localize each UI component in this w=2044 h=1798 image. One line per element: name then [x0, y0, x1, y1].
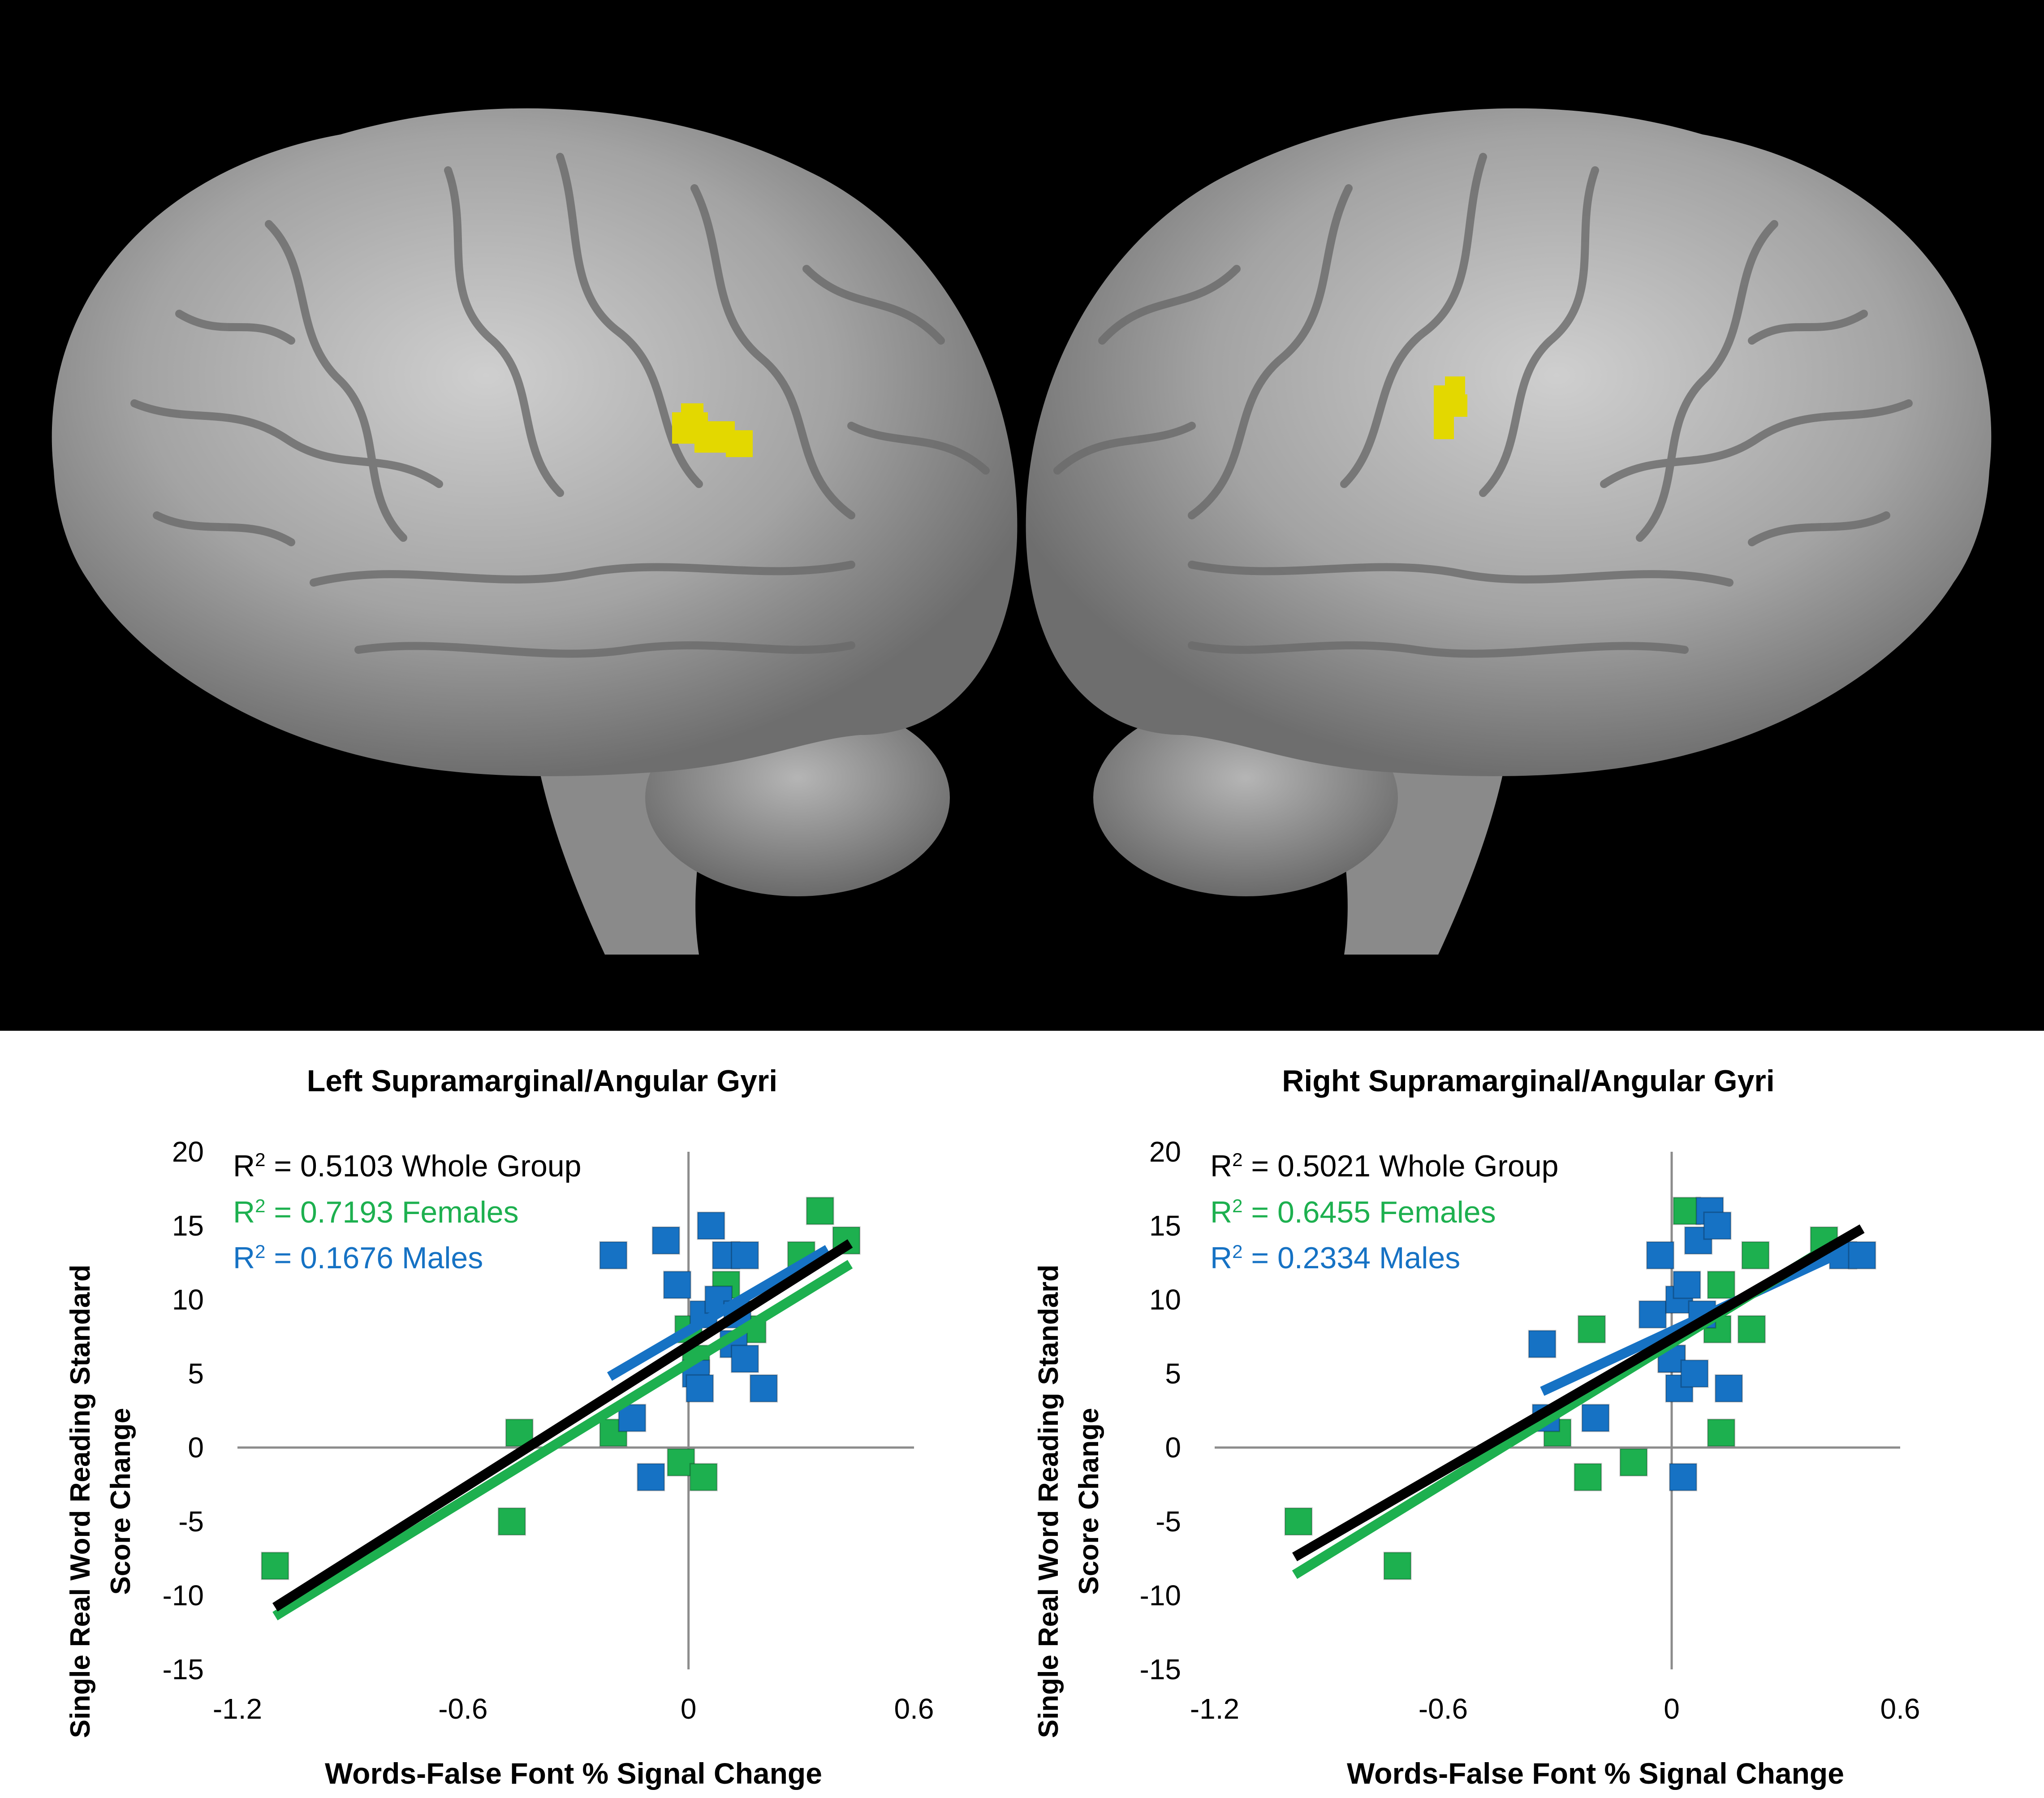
y-tick-label: -15: [163, 1653, 204, 1686]
left-hemisphere: [52, 108, 1018, 955]
males-data-point: [618, 1404, 647, 1432]
plot-area: -15 -10 -5 0 5 10 15 20 -1.2 -0.6 0 0.6: [163, 1136, 934, 1725]
right-scatter-chart: Right Supramarginal/Angular Gyri Single …: [1033, 1064, 1920, 1790]
males-data-point: [1581, 1404, 1610, 1432]
right-sulci: [1053, 153, 1913, 658]
males-data-point: [686, 1374, 714, 1403]
males-data-point: [1673, 1271, 1701, 1299]
males-data-point: [1528, 1330, 1557, 1358]
males-data-point: [1715, 1374, 1743, 1403]
right-hemisphere: [1026, 108, 1992, 955]
males-data-point: [731, 1344, 759, 1373]
females-data-point: [1619, 1448, 1648, 1477]
r2-females: R2 = 0.7193 Females: [233, 1195, 519, 1230]
females-data-point: [667, 1448, 695, 1477]
y-tick-label: -15: [1140, 1653, 1182, 1686]
females-data-point: [1578, 1315, 1606, 1344]
r2-whole-group: R2 = 0.5103 Whole Group: [233, 1149, 581, 1184]
r2-whole-group: R2 = 0.5021 Whole Group: [1210, 1149, 1558, 1184]
r2-males: R2 = 0.1676 Males: [233, 1241, 483, 1275]
x-axis-label: Words-False Font % Signal Change: [325, 1757, 822, 1790]
females-data-point: [806, 1197, 834, 1225]
brain-renderings: [52, 108, 1992, 955]
x-tick-label: -0.6: [1419, 1693, 1468, 1725]
x-axis-label: Words-False Font % Signal Change: [1347, 1757, 1844, 1790]
y-tick-label: -5: [178, 1505, 204, 1538]
x-tick-label: 0.6: [894, 1693, 934, 1725]
y-tick-label: 5: [188, 1357, 204, 1390]
y-tick-label: -10: [1140, 1579, 1182, 1612]
males-data-point: [663, 1271, 691, 1299]
females-data-point: [1707, 1418, 1735, 1447]
y-tick-label: -10: [163, 1579, 204, 1612]
y-axis-label-line-1: Single Real Word Reading Standard: [65, 1265, 96, 1738]
females-data-point: [261, 1552, 289, 1580]
r2-females: R2 = 0.6455 Females: [1210, 1195, 1496, 1230]
y-tick-label: 0: [188, 1431, 204, 1464]
y-tick-label: 10: [172, 1284, 204, 1316]
females-data-point: [599, 1418, 628, 1447]
whole-trendline: [1292, 1224, 1865, 1561]
charts-panel: Left Supramarginal/Angular Gyri Single R…: [0, 1031, 2044, 1798]
males-data-point: [599, 1241, 628, 1270]
males-data-point: [1646, 1241, 1674, 1270]
males-data-point: [637, 1463, 665, 1491]
males-data-point: [1639, 1300, 1667, 1329]
females-data-point: [689, 1463, 718, 1491]
x-tick-label: 0.6: [1880, 1693, 1920, 1725]
y-tick-label: 20: [172, 1136, 204, 1168]
plot-area: -15 -10 -5 0 5 10 15 20 -1.2 -0.6 0 0.6: [1140, 1136, 1920, 1725]
right-activation-cluster: [1434, 376, 1467, 439]
y-axis-label: Single Real Word Reading Standard Score …: [1033, 1265, 1104, 1738]
females-data-point: [1738, 1315, 1766, 1344]
chart-title: Right Supramarginal/Angular Gyri: [1282, 1064, 1775, 1098]
left-sulci: [130, 153, 990, 658]
y-tick-label: 0: [1165, 1431, 1181, 1464]
x-tick-label: -1.2: [1190, 1693, 1239, 1725]
females-data-point: [1284, 1507, 1313, 1536]
brain-images-panel: [0, 0, 2044, 1031]
females-data-point: [1741, 1241, 1770, 1270]
left-activation-cluster: [672, 403, 753, 457]
females-data-point: [1707, 1271, 1735, 1299]
females-data-point: [1574, 1463, 1602, 1491]
x-tick-label: -1.2: [213, 1693, 262, 1725]
females-data-point: [497, 1507, 526, 1536]
y-tick-label: -5: [1156, 1505, 1181, 1538]
chart-title: Left Supramarginal/Angular Gyri: [307, 1064, 777, 1098]
r2-males: R2 = 0.2334 Males: [1210, 1241, 1460, 1275]
y-axis-label: Single Real Word Reading Standard Score …: [65, 1265, 136, 1738]
left-scatter-chart: Left Supramarginal/Angular Gyri Single R…: [65, 1064, 934, 1790]
males-trendline: [607, 1245, 830, 1381]
females-data-point: [1673, 1197, 1701, 1225]
x-tick-label: -0.6: [438, 1693, 487, 1725]
males-data-point: [1669, 1463, 1697, 1491]
y-axis-label-line-2: Score Change: [1074, 1408, 1104, 1595]
y-tick-label: 5: [1165, 1357, 1181, 1390]
females-data-point: [1383, 1552, 1412, 1580]
x-tick-label: 0: [1664, 1693, 1680, 1725]
y-tick-label: 15: [1149, 1210, 1181, 1242]
whole-trendline: [272, 1239, 853, 1612]
males-data-point: [697, 1211, 725, 1240]
males-data-point: [1703, 1211, 1732, 1240]
females-data-point: [505, 1418, 534, 1447]
males-data-point: [749, 1374, 778, 1403]
y-tick-label: 10: [1149, 1284, 1181, 1316]
y-tick-label: 20: [1149, 1136, 1181, 1168]
males-data-point: [731, 1241, 759, 1270]
y-axis-label-line-1: Single Real Word Reading Standard: [1033, 1265, 1064, 1738]
y-tick-label: 15: [172, 1210, 204, 1242]
y-axis-label-line-2: Score Change: [105, 1408, 136, 1595]
males-data-point: [651, 1226, 680, 1255]
females-trendline: [272, 1260, 853, 1621]
x-tick-label: 0: [681, 1693, 697, 1725]
males-data-point: [1680, 1359, 1709, 1388]
males-data-point: [1848, 1241, 1876, 1270]
